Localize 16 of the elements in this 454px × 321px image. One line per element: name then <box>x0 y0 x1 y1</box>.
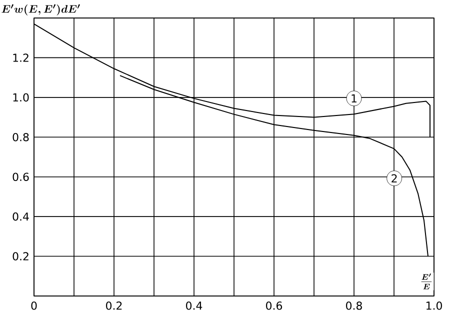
x-tick-label: 0.2 <box>106 302 122 310</box>
y-axis-title: $E'w(E,E')dE'$ <box>2 4 80 16</box>
y-tick-label: 0.6 <box>12 172 29 181</box>
x-tick-label: 0 <box>31 302 37 310</box>
series-label: 1 <box>352 94 356 102</box>
series-label: 2 <box>392 174 397 182</box>
x-tick-label: 0.8 <box>346 302 362 310</box>
x-axis-title: $\frac{E'}{E}$ <box>421 274 432 290</box>
y-tick-label: 0.2 <box>12 252 28 260</box>
y-tick-label: 0.4 <box>12 212 29 221</box>
y-tick-label: 1.2 <box>13 54 28 62</box>
x-tick-label: 1.0 <box>426 302 442 310</box>
x-tick-label: 0.6 <box>266 302 282 310</box>
y-tick-label: 1.0 <box>13 93 29 102</box>
x-tick-label: 0.4 <box>186 302 202 310</box>
y-tick-label: 0.8 <box>12 133 29 142</box>
